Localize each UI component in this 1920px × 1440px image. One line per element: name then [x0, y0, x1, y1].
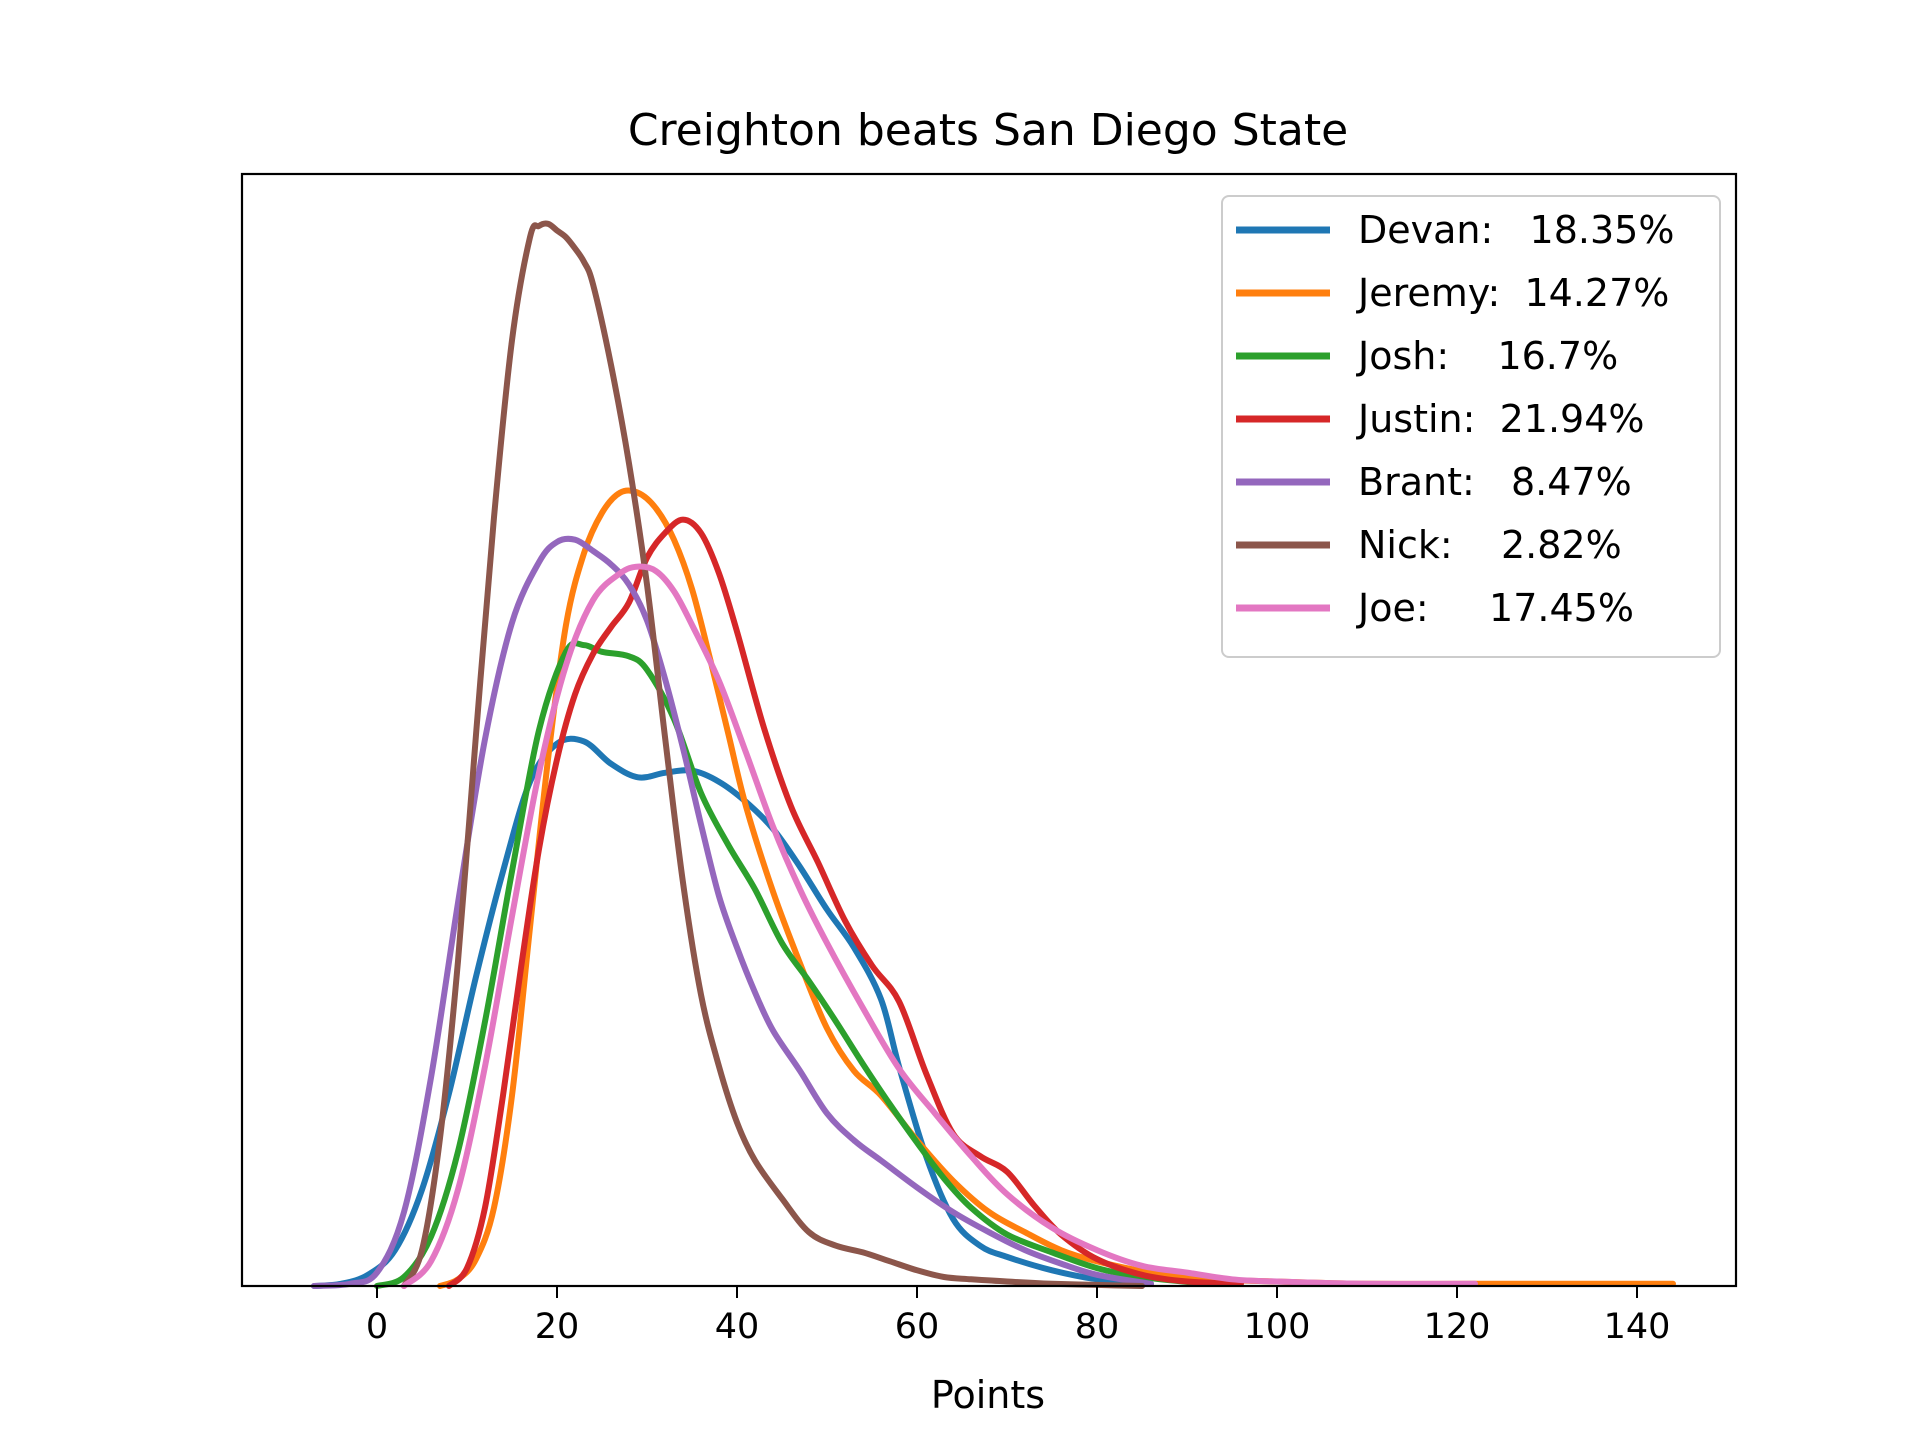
series-line-joe — [401, 563, 1478, 1289]
legend-label-justin: Justin: 21.94% — [1356, 397, 1644, 441]
legend-box — [1221, 195, 1721, 658]
x-tick-label: 140 — [1604, 1307, 1671, 1347]
x-tick-label: 80 — [1075, 1307, 1120, 1347]
x-tick-label: 20 — [535, 1307, 580, 1347]
x-tick-label: 120 — [1424, 1307, 1491, 1347]
x-tick-label: 100 — [1244, 1307, 1311, 1347]
curves-layer — [311, 220, 1676, 1289]
x-tick-label: 60 — [895, 1307, 940, 1347]
series-line-josh — [374, 640, 1208, 1289]
legend-label-devan: Devan: 18.35% — [1358, 208, 1674, 252]
x-tick-label: 0 — [366, 1307, 388, 1347]
legend-label-nick: Nick: 2.82% — [1358, 523, 1622, 567]
x-axis-label: Points — [931, 1373, 1045, 1417]
chart-title: Creighton beats San Diego State — [628, 105, 1348, 156]
series-line-brant — [311, 535, 1154, 1289]
legend: Devan: 18.35% Jeremy: 14.27% Josh: 16.7% Ju… — [1221, 195, 1721, 658]
legend-label-josh: Josh: 16.7% — [1356, 334, 1618, 378]
legend-label-jeremy: Jeremy: 14.27% — [1356, 271, 1669, 315]
series-line-justin — [446, 516, 1244, 1289]
legend-label-brant: Brant: 8.47% — [1358, 460, 1632, 504]
x-tick-label: 40 — [715, 1307, 760, 1347]
plot-frame — [240, 172, 1738, 1288]
x-axis: 0 20 40 60 80 100 120 140 — [366, 1286, 1671, 1347]
series-line-nick — [401, 220, 1145, 1289]
legend-label-joe: Joe: 17.45% — [1356, 586, 1634, 630]
